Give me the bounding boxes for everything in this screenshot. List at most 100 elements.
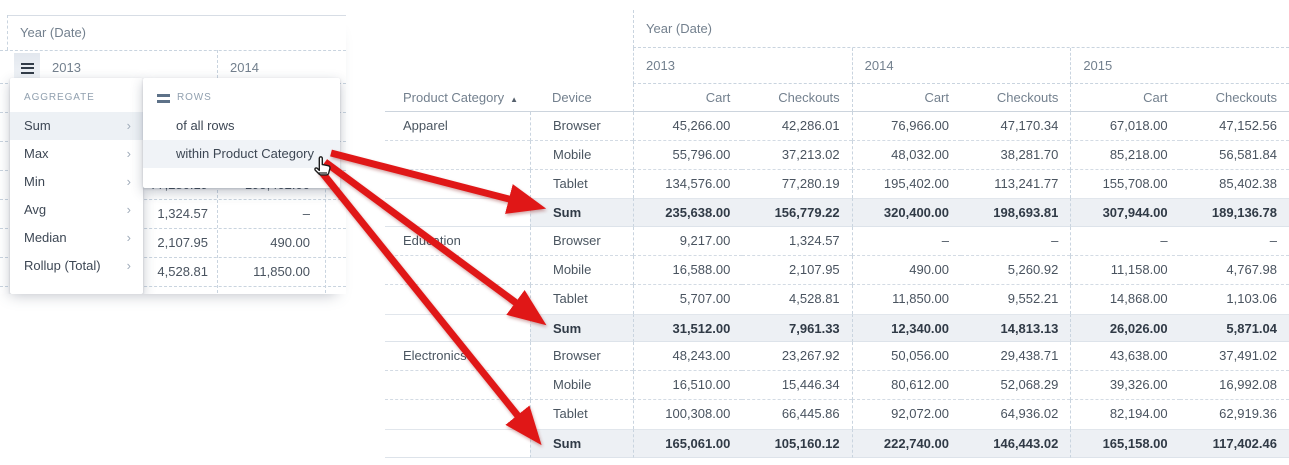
year-header-2015[interactable]: 2015 <box>1070 48 1289 84</box>
value-cell: 1,324.57 <box>742 227 852 256</box>
sum-label-cell: Sum <box>530 198 633 228</box>
chevron-right-icon: › <box>126 202 131 217</box>
aggregate-item-sum[interactable]: Sum › <box>10 112 143 140</box>
sum-value-cell: 189,136.78 <box>1179 198 1289 228</box>
value-cell: – <box>1179 227 1289 256</box>
value-cell: 23,267.92 <box>742 342 852 372</box>
aggregate-menu-title: AGGREGATE <box>24 92 95 103</box>
value-cell: 37,213.02 <box>742 141 852 170</box>
category-cell <box>385 256 530 285</box>
value-cell: 9,217.00 <box>633 227 743 256</box>
aggregate-item-avg[interactable]: Avg › <box>10 196 143 224</box>
value-cell: 113,241.77 <box>994 175 1059 191</box>
rows-item-of-all-rows[interactable]: of all rows <box>143 112 340 140</box>
aggregate-item-min[interactable]: Min › <box>10 168 143 196</box>
value-cell: 16,588.00 <box>633 255 743 285</box>
year-axis-label: Year (Date) <box>633 10 1289 48</box>
value-cell: 1,103.06 <box>1226 290 1277 306</box>
sum-value-cell: 31,512.00 <box>633 313 743 343</box>
value-cell: 50,056.00 <box>851 342 961 372</box>
source-pivot-panel: Year (Date) 2013 2014 77,280.19195,402.0… <box>0 15 346 294</box>
device-cell: Tablet <box>530 399 633 429</box>
sum-label-cell: Sum <box>530 428 633 458</box>
category-cell: Apparel <box>385 112 530 141</box>
aggregate-item-label: Rollup (Total) <box>24 258 101 273</box>
aggregate-item-median[interactable]: Median › <box>10 224 143 252</box>
value-cell: 92,072.00 <box>851 399 961 429</box>
category-cell <box>385 141 530 170</box>
chevron-right-icon: › <box>126 146 131 161</box>
header-spacer <box>385 10 633 48</box>
metric-header-cart-2015[interactable]: Cart <box>1070 84 1180 112</box>
value-cell: 155,708.00 <box>1070 169 1179 199</box>
value-cell: 52,068.29 <box>961 371 1071 400</box>
sum-value-cell: 235,638.00 <box>633 198 743 228</box>
sum-value-cell: 222,740.00 <box>851 428 961 458</box>
category-column-header[interactable]: Product Category ▲ <box>385 84 530 112</box>
left-table-row: 4,528.81 11,850.00 <box>0 258 346 287</box>
value-cell: 48,032.00 <box>851 140 961 170</box>
value-cell: 80,612.00 <box>851 371 961 400</box>
sum-label-cell: Sum <box>530 313 633 343</box>
metric-header-cart-2014[interactable]: Cart <box>851 84 961 112</box>
device-column-header[interactable]: Device <box>530 84 633 112</box>
rows-item-label: of all rows <box>176 118 235 133</box>
aggregate-item-label: Median <box>24 230 67 245</box>
chevron-right-icon: › <box>126 258 131 273</box>
value-cell: 38,281.70 <box>961 141 1071 170</box>
value-cell: 64,936.02 <box>1000 405 1059 421</box>
rows-icon <box>157 93 170 103</box>
value-cell: 76,966.00 <box>851 112 961 141</box>
value-cell: 2,107.95 <box>742 256 852 285</box>
metric-header-checkouts-2014[interactable]: Checkouts <box>961 84 1071 112</box>
hamburger-icon <box>20 62 34 74</box>
sum-value-cell: 320,400.00 <box>851 198 961 228</box>
value-cell: 56,581.84 <box>1179 141 1289 170</box>
value-cell: 4,528.81 <box>789 290 840 306</box>
category-cell <box>385 428 530 458</box>
metric-header-cart-2013[interactable]: Cart <box>633 84 743 112</box>
sum-value-cell: 307,944.00 <box>1070 198 1180 228</box>
year-header-2014[interactable]: 2014 <box>851 48 1071 84</box>
aggregate-item-rollup-total-[interactable]: Rollup (Total) › <box>10 252 143 280</box>
value-cell: 62,919.36 <box>1219 405 1277 421</box>
header-spacer <box>385 48 633 84</box>
value-cell: 29,438.71 <box>961 342 1071 372</box>
value-cell: 5,260.92 <box>961 256 1071 285</box>
metric-header-checkouts-2013[interactable]: Checkouts <box>742 84 852 112</box>
value-cell: 4,767.98 <box>1179 256 1289 285</box>
left-year-axis-label: Year (Date) <box>20 25 86 40</box>
sum-value-cell: 117,402.46 <box>1179 428 1289 458</box>
value-cell: 67,018.00 <box>1070 112 1180 141</box>
left-year-2014: 2014 <box>230 60 259 75</box>
device-cell: Mobile <box>530 255 633 285</box>
aggregate-item-label: Sum <box>24 118 51 133</box>
category-cell <box>385 198 530 228</box>
left-table-cell: 490.00 <box>270 235 310 250</box>
category-cell: Electronics <box>385 342 530 372</box>
year-header-2013[interactable]: 2013 <box>633 48 852 84</box>
metric-header-checkouts-2015[interactable]: Checkouts <box>1179 84 1289 112</box>
sum-value-cell: 26,026.00 <box>1070 313 1180 343</box>
rows-item-label: within Product Category <box>176 146 315 161</box>
sum-value-cell: 165,061.00 <box>633 428 743 458</box>
sum-value-cell: 146,443.02 <box>961 428 1071 458</box>
device-cell: Tablet <box>530 284 633 314</box>
rows-submenu: ROWS of all rows within Product Category <box>143 78 340 188</box>
device-cell: Browser <box>530 112 633 141</box>
sum-value-cell: 198,693.81 <box>961 198 1071 228</box>
rows-item-within-product-category[interactable]: within Product Category <box>143 140 340 168</box>
chevron-right-icon: › <box>126 230 131 245</box>
value-cell: 14,868.00 <box>1070 284 1179 314</box>
value-cell: 47,170.34 <box>961 112 1071 141</box>
device-cell: Mobile <box>530 371 633 400</box>
value-cell: 55,796.00 <box>633 140 743 170</box>
rows-submenu-title: ROWS <box>143 90 340 106</box>
aggregate-item-max[interactable]: Max › <box>10 140 143 168</box>
aggregate-item-label: Max <box>24 146 49 161</box>
value-cell: 43,638.00 <box>1070 342 1180 372</box>
chevron-right-icon: › <box>126 118 131 133</box>
device-cell: Tablet <box>530 169 633 199</box>
value-cell: 15,446.34 <box>742 371 852 400</box>
